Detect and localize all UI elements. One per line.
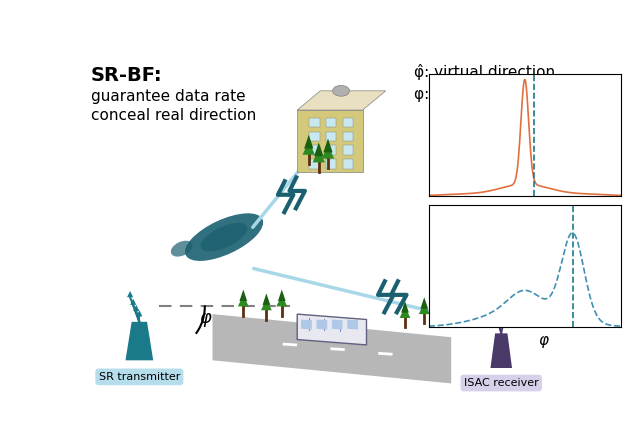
Polygon shape bbox=[314, 143, 323, 156]
Polygon shape bbox=[301, 320, 312, 330]
Text: φ: real direction: φ: real direction bbox=[414, 87, 536, 102]
Text: ISAC receiver: ISAC receiver bbox=[464, 378, 539, 388]
Polygon shape bbox=[304, 135, 314, 149]
Polygon shape bbox=[500, 322, 505, 328]
Polygon shape bbox=[308, 146, 319, 155]
Polygon shape bbox=[342, 132, 353, 141]
Text: φ̂: φ̂ bbox=[496, 241, 506, 257]
Text: conceal real direction: conceal real direction bbox=[91, 108, 256, 123]
Text: φ̂: virtual direction: φ̂: virtual direction bbox=[414, 64, 556, 80]
Polygon shape bbox=[332, 320, 342, 330]
Polygon shape bbox=[127, 291, 133, 297]
Text: guarantee data rate: guarantee data rate bbox=[91, 89, 246, 104]
Text: φ: φ bbox=[539, 334, 548, 348]
Polygon shape bbox=[262, 293, 270, 305]
Text: SR transmitter: SR transmitter bbox=[99, 372, 180, 382]
Polygon shape bbox=[133, 305, 140, 311]
Polygon shape bbox=[238, 295, 249, 307]
Text: SR-BF:: SR-BF: bbox=[91, 66, 163, 85]
Polygon shape bbox=[326, 118, 337, 127]
Ellipse shape bbox=[171, 241, 193, 257]
Polygon shape bbox=[316, 320, 327, 330]
Polygon shape bbox=[278, 290, 285, 301]
Polygon shape bbox=[297, 110, 363, 172]
Polygon shape bbox=[312, 149, 325, 163]
Polygon shape bbox=[348, 320, 358, 330]
Polygon shape bbox=[308, 159, 319, 169]
Polygon shape bbox=[497, 317, 502, 323]
Polygon shape bbox=[297, 91, 386, 110]
Polygon shape bbox=[261, 299, 272, 310]
Polygon shape bbox=[420, 297, 428, 309]
Polygon shape bbox=[308, 118, 319, 127]
Polygon shape bbox=[239, 290, 247, 301]
Polygon shape bbox=[125, 322, 153, 360]
Polygon shape bbox=[212, 314, 451, 383]
Polygon shape bbox=[326, 146, 337, 155]
Polygon shape bbox=[342, 118, 353, 127]
Polygon shape bbox=[492, 304, 496, 310]
Text: φ: φ bbox=[199, 309, 211, 327]
Polygon shape bbox=[303, 141, 315, 155]
Polygon shape bbox=[401, 301, 409, 313]
Polygon shape bbox=[399, 307, 410, 318]
Polygon shape bbox=[494, 310, 499, 317]
Polygon shape bbox=[419, 303, 429, 314]
Polygon shape bbox=[136, 310, 143, 317]
Ellipse shape bbox=[200, 223, 248, 252]
Polygon shape bbox=[342, 159, 353, 169]
Polygon shape bbox=[322, 145, 334, 159]
Text: SR-BF: SR-BF bbox=[473, 253, 529, 271]
Polygon shape bbox=[323, 139, 333, 153]
Polygon shape bbox=[326, 159, 337, 169]
Ellipse shape bbox=[333, 85, 349, 96]
Polygon shape bbox=[490, 334, 512, 368]
Polygon shape bbox=[342, 146, 353, 155]
Polygon shape bbox=[276, 295, 287, 307]
Polygon shape bbox=[326, 132, 337, 141]
Ellipse shape bbox=[185, 213, 263, 261]
Polygon shape bbox=[130, 299, 136, 305]
Polygon shape bbox=[297, 314, 367, 345]
Polygon shape bbox=[308, 132, 319, 141]
